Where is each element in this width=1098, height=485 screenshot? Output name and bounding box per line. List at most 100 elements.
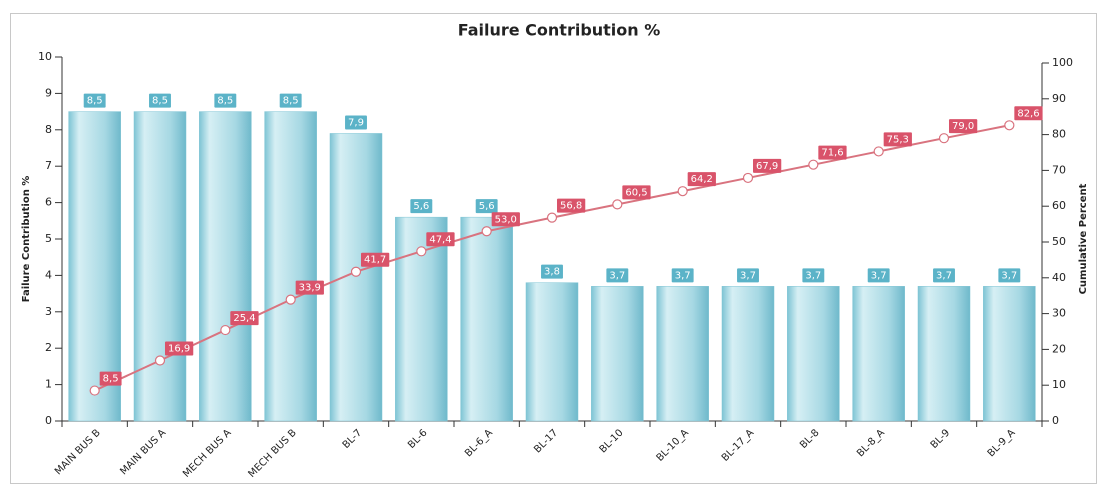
x-tick-label: BL-6 — [406, 427, 430, 451]
bar — [656, 286, 709, 422]
data-label: 8,5 — [99, 371, 122, 386]
data-label-box — [83, 93, 106, 108]
data-label: 3,7 — [671, 268, 694, 283]
data-label-text: 33,9 — [299, 283, 321, 294]
y2-tick-label: 50 — [1052, 235, 1066, 248]
data-label: 8,5 — [83, 93, 106, 108]
x-tick-label: MECH BUS B — [246, 427, 299, 480]
line-point — [416, 246, 427, 257]
y-tick-label: 10 — [38, 50, 52, 63]
data-label-text: 3,7 — [675, 270, 691, 281]
data-label: 3,8 — [541, 264, 563, 279]
data-label-text: 3,7 — [1001, 270, 1017, 281]
line-point — [546, 212, 558, 223]
x-tick-label: BL-10_A — [655, 427, 691, 463]
data-label: 75,3 — [883, 132, 912, 147]
data-label-text: 3,7 — [871, 270, 887, 281]
data-label-text: 71,6 — [821, 148, 843, 159]
x-tick-label: MAIN BUS B — [53, 427, 103, 477]
data-label: 60,5 — [622, 185, 651, 200]
data-label: 3,7 — [933, 268, 955, 283]
data-label-box — [149, 93, 171, 108]
line-point — [89, 385, 100, 396]
data-label: 79,0 — [949, 119, 978, 134]
y2-tick-label: 100 — [1052, 56, 1073, 69]
data-label-text: 8,5 — [283, 96, 299, 107]
y2-tick-label: 60 — [1052, 199, 1066, 212]
data-label-text: 75,3 — [887, 134, 909, 145]
bar — [329, 133, 383, 422]
data-label-text: 8,5 — [152, 96, 168, 107]
y-tick-label: 2 — [45, 341, 52, 354]
data-label-text: 5,6 — [413, 201, 429, 212]
y-tick-label: 0 — [45, 414, 52, 427]
line-point — [481, 226, 492, 237]
data-label-box — [753, 158, 782, 173]
frame — [10, 13, 1097, 484]
data-label-text: 60,5 — [625, 187, 647, 198]
data-label-box — [622, 185, 651, 200]
data-label-box — [802, 268, 825, 283]
y-tick-label: 7 — [45, 159, 52, 172]
x-tick-label: MECH BUS A — [181, 427, 234, 480]
chart-title: Failure Contribution % — [458, 21, 661, 40]
data-label: 47,4 — [426, 232, 455, 247]
data-label-box — [230, 311, 259, 326]
data-label-box — [361, 252, 390, 267]
data-label-text: 7,9 — [348, 117, 364, 128]
bar — [852, 286, 905, 422]
x-tick-label: BL-6_A — [463, 427, 495, 459]
y-axis-title: Failure Contribution % — [21, 176, 32, 303]
data-label-box — [737, 268, 759, 283]
x-tick-label: BL-17_A — [720, 427, 756, 463]
y-tick-label: 9 — [45, 86, 52, 99]
bar — [68, 111, 121, 422]
data-label-text: 8,5 — [87, 96, 103, 107]
data-label: 3,7 — [606, 268, 629, 283]
data-label: 8,5 — [279, 93, 302, 108]
line-point — [285, 294, 296, 305]
y-tick-label: 6 — [45, 196, 52, 209]
data-label-text: 79,0 — [952, 121, 974, 132]
data-label-text: 67,9 — [756, 161, 778, 172]
data-label: 64,2 — [687, 172, 716, 187]
y-tick-label: 1 — [45, 378, 52, 391]
data-label: 25,4 — [230, 311, 259, 326]
line-point — [1004, 120, 1015, 131]
data-label-text: 3,7 — [805, 270, 821, 281]
data-label: 67,9 — [753, 158, 782, 173]
bar — [525, 282, 579, 422]
data-label-box — [606, 268, 629, 283]
line-point — [154, 355, 166, 366]
data-label-text: 53,0 — [495, 214, 517, 225]
y2-tick-label: 80 — [1052, 128, 1066, 141]
x-tick-label: BL-8 — [798, 427, 822, 451]
x-tick-label: BL-17 — [532, 427, 560, 455]
data-label-box — [867, 268, 890, 283]
data-label-box — [426, 232, 455, 247]
data-label-box — [214, 93, 237, 108]
data-label-box — [687, 172, 716, 187]
data-label-text: 25,4 — [233, 313, 255, 324]
bar — [721, 286, 775, 422]
data-label-text: 64,2 — [691, 174, 713, 185]
y2-tick-label: 10 — [1052, 378, 1066, 391]
line-point — [350, 266, 362, 277]
line-point — [677, 186, 688, 197]
data-label: 3,7 — [737, 268, 759, 283]
data-label-text: 3,8 — [544, 267, 560, 278]
data-label: 3,7 — [998, 268, 1021, 283]
data-label-text: 8,5 — [103, 374, 119, 385]
data-label-text: 5,6 — [479, 201, 495, 212]
data-label: 53,0 — [491, 212, 520, 227]
data-label-text: 8,5 — [217, 96, 233, 107]
y-tick-label: 4 — [45, 268, 52, 281]
line-point — [612, 199, 623, 210]
bar — [787, 286, 840, 422]
data-label: 56,8 — [557, 198, 586, 213]
bar — [917, 286, 971, 422]
line-point — [873, 146, 884, 157]
data-label: 16,9 — [165, 341, 194, 356]
data-label: 5,6 — [410, 199, 433, 214]
